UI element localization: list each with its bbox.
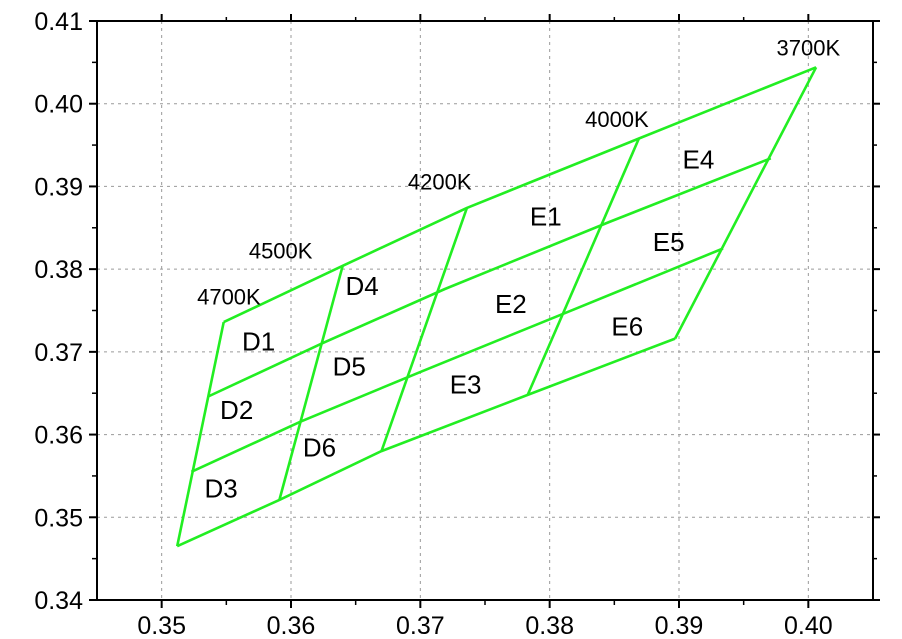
y-tick-label-0: 0.34 — [34, 587, 83, 615]
plot-frame — [96, 20, 874, 601]
y-tick-label-1: 0.35 — [34, 504, 83, 532]
boundary-line-2 — [190, 247, 724, 473]
chart-labels: 4700K 4500K 4200K 4000K 3700K D1 D2 D3 D4 D5 D6 E1 E… — [197, 36, 840, 504]
x-tick-label-0: 0.35 — [137, 612, 186, 639]
x-tick-label-2: 0.37 — [396, 612, 445, 639]
bin-label-e6: E6 — [611, 312, 643, 342]
bin-label-e4: E4 — [682, 144, 714, 174]
bin-label-d1: D1 — [242, 326, 275, 356]
x-tick-label-5: 0.40 — [784, 612, 833, 639]
x-tick-label-3: 0.38 — [525, 612, 574, 639]
bin-label-e1: E1 — [530, 202, 562, 232]
axes: 0.35 0.36 0.37 0.38 0.39 0.40 0.34 0.35 0.36 0.37… — [34, 8, 880, 639]
bin-label-e5: E5 — [653, 227, 685, 257]
bin-label-e3: E3 — [450, 369, 482, 399]
x-tick-label-4: 0.39 — [655, 612, 704, 639]
cct-label-4700k: 4700K — [197, 285, 261, 310]
boundary-line-1 — [207, 157, 772, 398]
boundary-line-8 — [673, 66, 818, 340]
grid — [97, 21, 873, 600]
y-tick-label-4: 0.38 — [34, 256, 83, 284]
cct-label-3700k: 3700K — [777, 36, 841, 61]
cct-label-4200k: 4200K — [408, 170, 472, 195]
y-tick-label-7: 0.41 — [34, 8, 83, 36]
boundary-line-5 — [278, 265, 344, 501]
y-tick-label-3: 0.37 — [34, 339, 83, 367]
boundary-line-6 — [380, 207, 469, 452]
bin-label-d5: D5 — [333, 351, 366, 381]
cct-label-4500k: 4500K — [249, 238, 313, 263]
y-tick-label-5: 0.39 — [34, 173, 83, 201]
boundary-line-4 — [175, 321, 225, 547]
boundary-line-7 — [526, 137, 641, 396]
bin-label-e2: E2 — [495, 289, 527, 319]
boundary-line-0 — [223, 66, 817, 324]
bin-label-d4: D4 — [346, 271, 379, 301]
bin-label-d2: D2 — [220, 395, 253, 425]
bin-label-d3: D3 — [205, 474, 238, 504]
bin-label-d6: D6 — [303, 432, 336, 462]
bin-boundaries — [175, 66, 818, 548]
cct-label-4000k: 4000K — [585, 107, 649, 132]
x-tick-label-1: 0.36 — [267, 612, 316, 639]
y-tick-label-6: 0.40 — [34, 91, 83, 119]
y-tick-label-2: 0.36 — [34, 422, 83, 450]
